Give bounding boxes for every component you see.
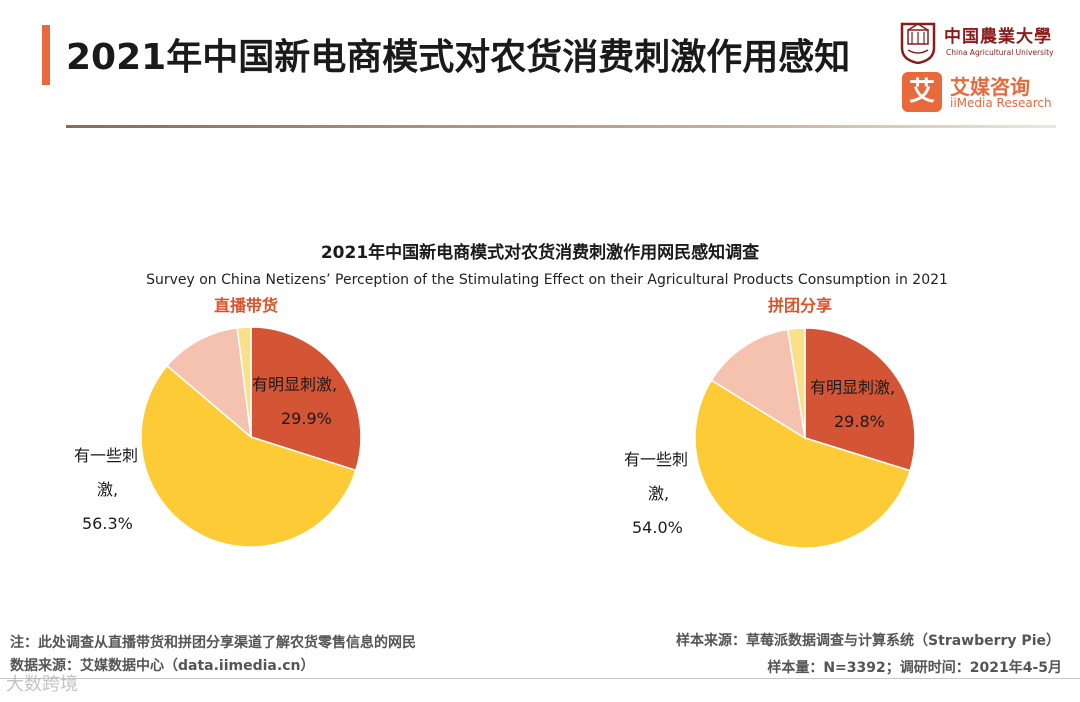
pie-groupbuy-slice-4 (786, 327, 806, 439)
footer-sample-source: 样本来源：草莓派数据调查与计算系统（Strawberry Pie） (676, 633, 1060, 649)
title-accent-bar (42, 25, 50, 85)
pie-groupbuy-value-strong: 29.8% (834, 412, 885, 431)
header-divider (66, 125, 1056, 128)
cau-name-cn: 中国農業大學 (944, 27, 1052, 47)
iimedia-name-cn: 艾媒咨询 (950, 75, 1030, 99)
iimedia-name-en: iiMedia Research (950, 96, 1052, 110)
pie-livestream-slice-2 (140, 364, 357, 548)
footer-sample-size: 样本量：N=3392；调研时间：2021年4-5月 (767, 660, 1062, 676)
pie-livestream-slice-3 (166, 327, 252, 439)
pie-groupbuy-label-strong: 有明显刺激, (810, 378, 896, 397)
pie-livestream-label-some-2: 激, (97, 480, 119, 499)
footer-divider (0, 678, 1080, 679)
watermark-text: 大数跨境 (6, 674, 78, 695)
pie-groupbuy-slice-1 (804, 327, 916, 472)
pie-groupbuy-label-some-1: 有一些刺 (624, 450, 689, 469)
pie-livestream-slice-1 (250, 326, 362, 472)
page-title: 2021年中国新电商模式对农货消费刺激作用感知 (66, 37, 851, 78)
pie-livestream-label-strong: 有明显刺激, (252, 375, 338, 394)
pie-groupbuy-label-some-2: 激, (648, 484, 670, 503)
pie-groupbuy-title: 拼团分享 (768, 296, 833, 315)
iimedia-badge-icon: 艾 (902, 72, 942, 112)
pie-groupbuy-slice-3 (710, 328, 806, 440)
cau-seal-icon (900, 22, 936, 64)
pie-groupbuy-slice-2 (694, 379, 911, 549)
pie-chart-livestream (140, 326, 362, 548)
pie-livestream-label-some-1: 有一些刺 (74, 446, 139, 465)
footer-note: 注：此处调查从直播带货和拼团分享渠道了解农货零售信息的网民 (10, 635, 416, 651)
pie-livestream-value-some: 56.3% (82, 514, 133, 533)
pie-chart-groupbuy (694, 327, 916, 549)
pie-livestream-value-strong: 29.9% (281, 409, 332, 428)
pie-livestream-slice-4 (236, 326, 252, 438)
chart-subtitle: Survey on China Netizens’ Perception of … (146, 272, 948, 288)
cau-logo: 中国農業大學 China Agricultural University (898, 18, 1058, 66)
pie-livestream-title: 直播带货 (214, 296, 279, 315)
iimedia-logo: 艾 艾媒咨询 iiMedia Research (898, 72, 1058, 114)
footer-data-source: 数据来源：艾媒数据中心（data.iimedia.cn） (10, 658, 315, 674)
cau-name-en: China Agricultural University (946, 48, 1054, 57)
pie-groupbuy-value-some: 54.0% (632, 518, 683, 537)
chart-title: 2021年中国新电商模式对农货消费刺激作用网民感知调查 (320, 243, 760, 263)
